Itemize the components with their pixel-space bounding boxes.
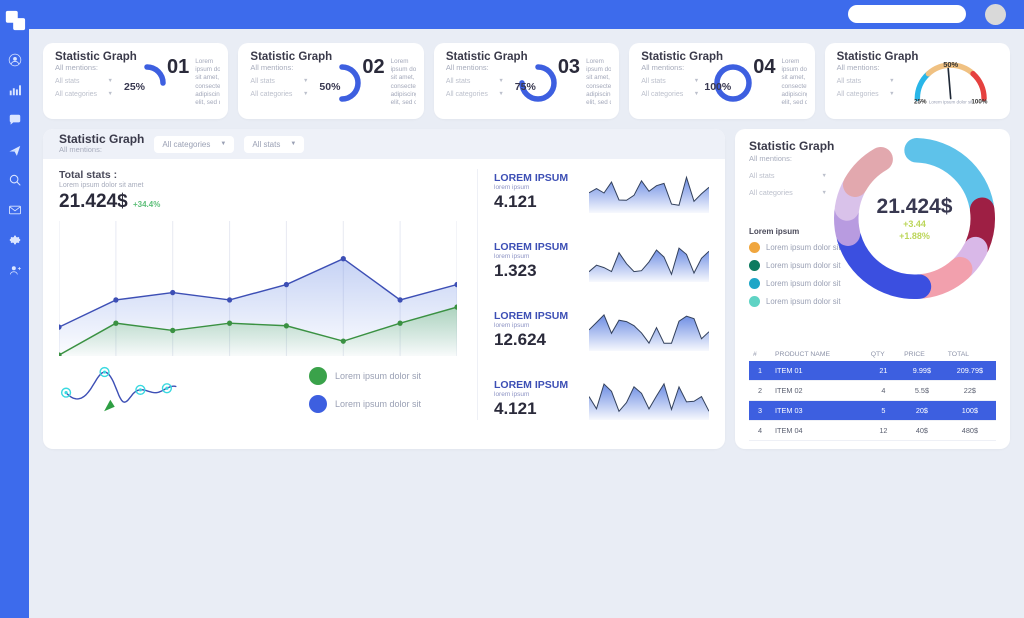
svg-text:50%: 50% [943,60,958,69]
svg-text:Lorem ipsum dolor sit: Lorem ipsum dolor sit [928,100,972,105]
svg-text:100%: 100% [971,99,987,106]
svg-text:25%: 25% [914,99,927,106]
